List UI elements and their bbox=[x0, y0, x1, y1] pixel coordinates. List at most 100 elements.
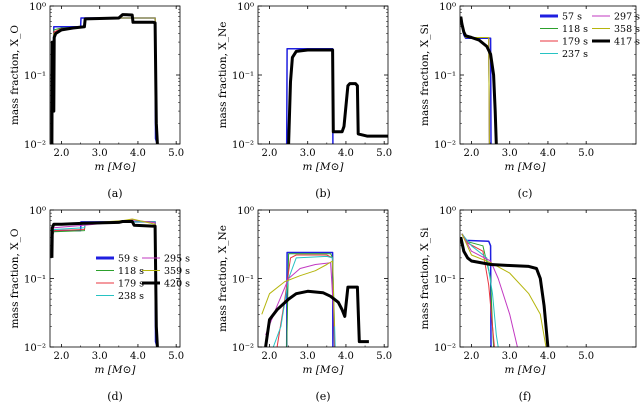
legend-label: 420 s bbox=[164, 279, 190, 290]
legend-label: 417 s bbox=[614, 37, 640, 48]
x-tick-label: 2.0 bbox=[54, 148, 70, 159]
y-axis-label: mass fraction, X_Si bbox=[419, 227, 431, 330]
legend-label: 238 s bbox=[118, 291, 144, 302]
panel-label: (b) bbox=[315, 187, 331, 200]
series-line-57s bbox=[51, 17, 158, 144]
panel-c: 2.0 3.0 4.0 5.0 10⁻² 10⁻¹ 10⁰ m [M⊙] mass fracti… bbox=[419, 2, 637, 200]
panel-label: (a) bbox=[107, 187, 122, 200]
series-group bbox=[460, 16, 498, 144]
series-line-295s bbox=[265, 262, 335, 336]
series-line-417s bbox=[287, 48, 388, 144]
x-tick-label: 4.0 bbox=[130, 148, 146, 159]
series-line-59s bbox=[461, 233, 492, 347]
series-line-118s bbox=[461, 23, 490, 144]
x-tick-label: 3.0 bbox=[502, 148, 518, 159]
series-line-297s bbox=[51, 17, 158, 144]
series-line-57s bbox=[461, 23, 492, 144]
x-axis-label: m [M⊙] bbox=[94, 364, 136, 376]
series-line-417s bbox=[460, 16, 498, 144]
series-group bbox=[285, 48, 388, 144]
panel-b: 2.0 3.0 4.0 5.0 10⁻² 10⁻¹ 10⁰ m [M⊙] mass fracti… bbox=[217, 2, 392, 200]
y-tick-label: 10⁻¹ bbox=[24, 71, 46, 82]
y-tick-label: 10⁻² bbox=[24, 343, 46, 354]
series-group bbox=[50, 13, 159, 144]
y-tick-label: 10⁰ bbox=[29, 206, 46, 217]
x-tick-label: 3.0 bbox=[92, 148, 108, 159]
legend-label: 57 s bbox=[562, 12, 582, 23]
series-line-238s bbox=[272, 255, 336, 347]
panel-label: (d) bbox=[107, 390, 123, 403]
series-line-118s bbox=[51, 17, 158, 144]
series-line-420s bbox=[460, 236, 550, 347]
series-group bbox=[50, 218, 159, 347]
x-tick-label: 4.0 bbox=[338, 148, 354, 159]
series-line-297s bbox=[461, 23, 490, 144]
panel-d: 2.0 3.0 4.0 5.0 10⁻² 10⁻¹ 10⁰ m [M⊙] mass fracti… bbox=[9, 206, 184, 403]
y-tick-label: 10⁰ bbox=[439, 2, 456, 13]
y-tick-label: 10⁻² bbox=[232, 343, 254, 354]
legend-label: 295 s bbox=[164, 254, 190, 265]
panel-label: (c) bbox=[518, 187, 533, 200]
y-axis-label: mass fraction, X_Ne bbox=[217, 225, 229, 332]
axes-frame bbox=[459, 5, 637, 145]
x-axis-label: m [M⊙] bbox=[504, 364, 546, 376]
panel-e: 2.0 3.0 4.0 5.0 10⁻² 10⁻¹ 10⁰ m [M⊙] mass fracti… bbox=[217, 206, 392, 403]
x-tick-label: 5.0 bbox=[578, 148, 594, 159]
panel-label: (e) bbox=[315, 390, 330, 403]
series-line-118s bbox=[286, 253, 335, 347]
x-tick-label: 5.0 bbox=[578, 351, 594, 362]
y-tick-label: 10⁰ bbox=[439, 206, 456, 217]
x-tick-label: 5.0 bbox=[376, 148, 392, 159]
x-axis-label: m [M⊙] bbox=[94, 161, 136, 173]
x-tick-label: 3.0 bbox=[502, 351, 518, 362]
series-line-295s bbox=[461, 233, 518, 347]
panel-a: 2.0 3.0 4.0 5.0 10⁻² 10⁻¹ 10⁰ m [M⊙] mass fracti… bbox=[9, 2, 184, 200]
series-line-179s bbox=[461, 23, 490, 144]
legend-label: 118 s bbox=[562, 24, 588, 35]
y-axis-label: mass fraction, X_O bbox=[9, 25, 21, 125]
y-tick-label: 10⁻² bbox=[232, 140, 254, 151]
series-line-420s bbox=[50, 220, 159, 347]
x-tick-label: 2.0 bbox=[464, 148, 480, 159]
y-tick-label: 10⁰ bbox=[29, 2, 46, 13]
x-tick-label: 4.0 bbox=[540, 148, 556, 159]
legend-label: 358 s bbox=[614, 24, 640, 35]
series-line-417s bbox=[50, 13, 159, 144]
x-tick-label: 4.0 bbox=[130, 351, 146, 362]
y-axis-label: mass fraction, X_O bbox=[9, 228, 21, 328]
series-line-358s bbox=[51, 17, 158, 144]
y-tick-label: 10⁻¹ bbox=[434, 275, 456, 286]
series-group bbox=[261, 251, 369, 347]
x-tick-label: 2.0 bbox=[262, 351, 278, 362]
y-axis-label: mass fraction, X_Ne bbox=[217, 22, 229, 129]
series-line-179s bbox=[51, 17, 158, 144]
x-tick-label: 3.0 bbox=[300, 148, 316, 159]
legend-label: 118 s bbox=[118, 266, 144, 277]
x-tick-label: 4.0 bbox=[338, 351, 354, 362]
legend-label: 179 s bbox=[118, 279, 144, 290]
x-tick-label: 5.0 bbox=[168, 148, 184, 159]
x-axis-label: m [M⊙] bbox=[302, 161, 344, 173]
x-tick-label: 3.0 bbox=[300, 351, 316, 362]
x-tick-label: 2.0 bbox=[262, 148, 278, 159]
series-line-359s bbox=[261, 260, 335, 327]
y-tick-label: 10⁰ bbox=[237, 2, 254, 13]
series-line-420s bbox=[264, 285, 369, 347]
axes-frame bbox=[257, 5, 389, 145]
x-tick-label: 2.0 bbox=[464, 351, 480, 362]
legend-label: 359 s bbox=[164, 266, 190, 277]
x-tick-label: 3.0 bbox=[92, 351, 108, 362]
axes-frame bbox=[459, 209, 637, 348]
legend-label: 179 s bbox=[562, 37, 588, 48]
series-line-238s bbox=[461, 233, 499, 347]
series-line-57s bbox=[285, 48, 334, 144]
x-tick-label: 5.0 bbox=[376, 351, 392, 362]
series-group bbox=[460, 233, 550, 347]
y-axis-label: mass fraction, X_Si bbox=[419, 23, 431, 126]
axes-frame bbox=[257, 209, 389, 348]
panel-f: 2.0 3.0 4.0 5.0 10⁻² 10⁻¹ 10⁰ m [M⊙] mass fracti… bbox=[419, 206, 637, 403]
series-line-359s bbox=[461, 233, 547, 347]
